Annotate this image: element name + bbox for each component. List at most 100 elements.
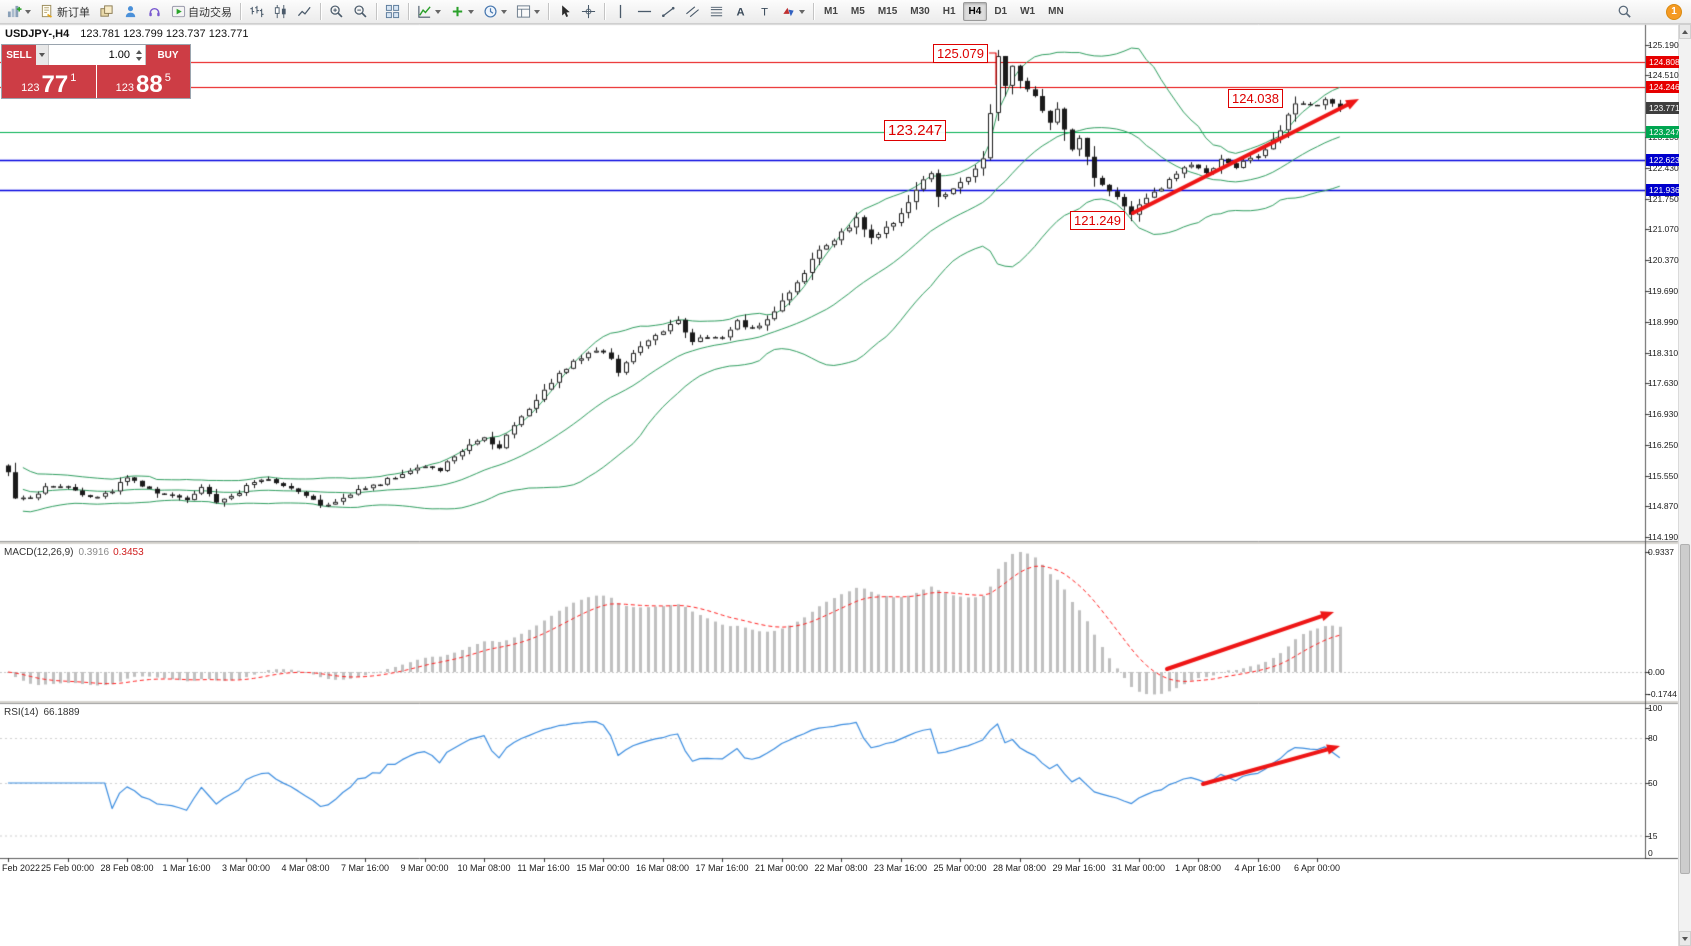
macd-name: MACD(12,26,9) [4,547,74,558]
time-axis-label: 4 Mar 08:00 [281,863,330,873]
grid-icon [385,4,400,19]
timeframe-m1-button[interactable]: M1 [824,6,838,17]
add-indicator-button[interactable] [446,1,478,22]
person-icon [123,4,138,19]
time-axis-label: 28 Mar 08:00 [992,863,1047,873]
arrow-up-icon [1682,29,1688,34]
price-axis-tick: 116.930 [1648,409,1679,420]
fibonacci-button[interactable] [705,1,728,22]
timeframe-h1-button[interactable]: H1 [942,6,956,17]
sell-button[interactable]: 123 77 1 [2,65,96,98]
rsi-indicator-label: RSI(14) 66.1889 [4,707,80,718]
search-button[interactable] [1613,1,1636,22]
indicators-button[interactable] [413,1,445,22]
time-axis-label: 16 Mar 08:00 [635,863,690,873]
cursor-button[interactable] [553,1,576,22]
new-chart-button[interactable] [3,1,35,22]
vertical-line-button[interactable] [609,1,632,22]
chart-ohlc-values: 123.781 123.799 123.737 123.771 [80,28,249,40]
timeframe-w1-button[interactable]: W1 [1020,6,1036,17]
timeframe-m30-button[interactable]: M30 [910,6,930,17]
arrows-button[interactable] [777,1,809,22]
order-options-dropdown[interactable] [36,45,49,65]
notification-badge[interactable]: 1 [1666,3,1682,20]
price-annotation-recent-high[interactable]: 124.038 [1228,89,1283,108]
price-axis-tick: 117.630 [1648,377,1679,388]
macd-signal-value: 0.3453 [113,547,144,558]
new-order-button[interactable]: 新订单 [36,1,94,22]
chart-symbol-period: USDJPY-,H4 [5,28,70,40]
clock-icon [483,4,498,19]
price-axis-tick: 122.430 [1648,163,1679,174]
volume-field-wrap [49,45,146,65]
candles-mode-icon [273,4,288,19]
periods-button[interactable] [479,1,511,22]
timeframe-m15-button[interactable]: M15 [877,6,898,17]
label-button[interactable]: T [753,1,776,22]
timeframe-h4-button[interactable]: H4 [962,2,988,21]
toolbar-separator [813,3,814,20]
navigator-button[interactable] [119,1,142,22]
terminal-button[interactable] [143,1,166,22]
sell-label[interactable]: SELL [2,45,36,65]
price-axis-tick: 118.990 [1648,317,1679,328]
toolbar-items: 新订单 自动交易 A T M1 M5 M15 M30 H1 H4 D1 W1 MN [3,1,1070,22]
timeframe-d1-button[interactable]: D1 [994,6,1008,17]
horizontal-line-button[interactable] [633,1,656,22]
rsi-axis-label: 50 [1648,778,1658,788]
time-axis-label: Feb 2022 [2,863,41,873]
price-annotation-peak[interactable]: 125.079 [933,44,988,63]
sell-price-big: 77 [41,71,69,98]
price-axis-tick: 116.250 [1648,439,1679,450]
chart-title: USDJPY-,H4 123.781 123.799 123.737 123.7… [5,28,248,40]
tile-windows-button[interactable] [381,1,404,22]
price-axis-tick: 115.550 [1648,470,1679,481]
buy-label[interactable]: BUY [146,45,190,65]
price-annotation-mid-level[interactable]: 123.247 [884,120,947,141]
market-watch-button[interactable] [95,1,118,22]
scrollbar-thumb[interactable] [1680,544,1690,874]
dropdown-caret-icon [25,9,31,14]
rsi-value: 66.1889 [43,707,80,718]
zoom-in-button[interactable] [325,1,348,22]
channel-button[interactable] [681,1,704,22]
price-axis-label: 123.247 [1646,125,1680,138]
trendline-button[interactable] [657,1,680,22]
macd-axis-label: 0.9337 [1648,547,1674,558]
candlestick-chart-button[interactable] [269,1,292,22]
price-annotation-swing-low[interactable]: 121.249 [1070,211,1125,230]
timeframe-m5-button[interactable]: M5 [850,6,865,17]
time-axis-label: 28 Feb 08:00 [100,863,154,873]
macd-main-value: 0.3916 [78,547,110,558]
toolbar-separator [240,3,241,20]
crosshair-button[interactable] [577,1,600,22]
buy-button[interactable]: 123 88 5 [96,65,190,98]
time-axis-label: 9 Mar 00:00 [400,863,449,873]
toolbar-separator [604,3,605,20]
chart-plus-icon [7,4,22,19]
scroll-up-button[interactable] [1679,24,1691,39]
bars-mode-icon [249,4,264,19]
toolbar-separator [376,3,377,20]
play-icon [171,4,186,19]
auto-trading-button[interactable]: 自动交易 [167,1,236,22]
rsi-axis-label: 100 [1648,703,1663,713]
price-axis-label: 122.623 [1646,153,1680,166]
price-axis-label: 124.808 [1646,56,1680,69]
scroll-down-button[interactable] [1679,931,1691,946]
volume-increase-button[interactable] [136,49,142,54]
time-axis-label: 31 Mar 00:00 [1111,863,1166,873]
zoom-out-button[interactable] [349,1,372,22]
rsi-axis-label: 0 [1648,848,1653,858]
arrows-icon [781,4,796,19]
text-button[interactable]: A [729,1,752,22]
timeframe-mn-button[interactable]: MN [1048,6,1064,17]
volume-decrease-button[interactable] [136,56,142,61]
zoom-in-icon [329,4,344,19]
line-chart-button[interactable] [293,1,316,22]
volume-input[interactable] [49,48,133,62]
bar-chart-button[interactable] [245,1,268,22]
templates-button[interactable] [512,1,544,22]
